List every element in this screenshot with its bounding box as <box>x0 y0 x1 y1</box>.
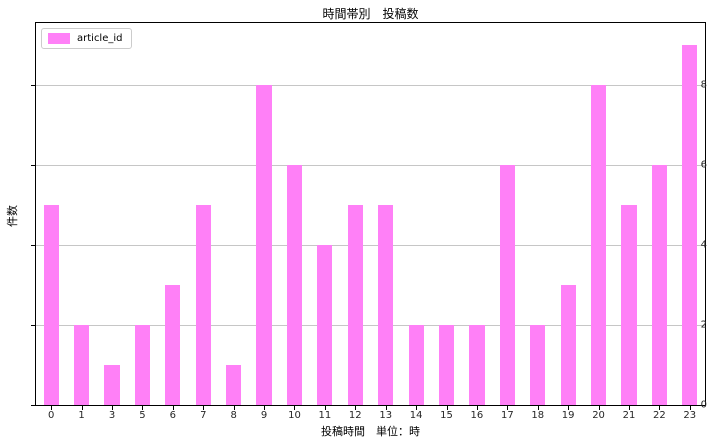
bar <box>530 324 546 405</box>
y-axis-label: 件数 <box>6 205 19 227</box>
x-tick-mark <box>142 406 144 410</box>
x-tick-mark <box>628 406 630 410</box>
x-tick-label: 0 <box>48 410 55 421</box>
bar <box>682 44 698 405</box>
x-tick-mark <box>203 406 205 410</box>
x-tick-mark <box>476 406 478 410</box>
y-tick-label: 6 <box>700 159 707 171</box>
x-tick-mark <box>233 406 235 410</box>
y-tick-label: 4 <box>700 239 707 251</box>
x-tick-label: 22 <box>653 410 666 421</box>
legend: article_id <box>41 28 132 49</box>
x-tick-label: 17 <box>500 410 514 421</box>
x-tick-mark <box>507 406 509 410</box>
x-tick-mark <box>568 406 570 410</box>
bar <box>195 204 211 405</box>
x-tick-mark <box>689 406 691 410</box>
x-tick-mark <box>112 406 114 410</box>
chart-title: 時間帯別 投稿数 <box>322 7 419 21</box>
gridline <box>36 244 705 246</box>
x-tick-label: 3 <box>108 410 116 421</box>
bar <box>438 324 455 405</box>
x-tick-mark <box>81 406 83 410</box>
bar <box>165 284 181 405</box>
bar <box>590 84 607 405</box>
x-tick-label: 11 <box>318 410 332 421</box>
x-tick-mark <box>355 406 357 410</box>
x-tick-label: 5 <box>139 410 146 421</box>
bar <box>43 204 59 405</box>
y-tick-mark <box>31 405 35 406</box>
y-tick-mark <box>31 84 35 86</box>
bar <box>621 204 637 405</box>
bar <box>347 204 363 405</box>
x-tick-label: 20 <box>592 410 605 421</box>
x-tick-mark <box>324 406 326 410</box>
x-tick-label: 15 <box>440 410 453 421</box>
gridline <box>36 164 705 166</box>
x-axis-label: 投稿時間 単位：時 <box>321 425 420 438</box>
bar <box>134 324 151 405</box>
x-tick-mark <box>659 406 661 410</box>
x-tick-label: 12 <box>348 410 362 421</box>
y-tick-mark <box>31 244 35 246</box>
x-tick-label: 8 <box>230 410 237 421</box>
y-tick-label: 2 <box>700 319 707 331</box>
x-tick-mark <box>264 406 266 410</box>
gridline <box>36 324 705 326</box>
x-tick-label: 1 <box>78 410 85 421</box>
x-tick-label: 13 <box>379 410 393 421</box>
bar <box>226 364 242 405</box>
x-tick-mark <box>446 406 448 410</box>
bar <box>74 324 90 405</box>
bar <box>408 324 424 405</box>
x-tick-mark <box>172 406 174 410</box>
bar <box>317 244 333 405</box>
y-tick-mark <box>31 164 35 166</box>
x-tick-label: 6 <box>169 410 177 421</box>
x-tick-label: 16 <box>470 410 484 421</box>
x-tick-label: 7 <box>200 410 207 421</box>
legend-label: article_id <box>77 33 123 44</box>
legend-swatch <box>48 33 70 44</box>
y-tick-label: 0 <box>700 399 707 411</box>
plot-area: article_id <box>35 22 706 406</box>
x-tick-mark <box>294 406 296 410</box>
x-tick-label: 19 <box>561 410 575 421</box>
bar <box>256 84 272 405</box>
x-tick-label: 23 <box>683 410 697 421</box>
bar <box>560 284 576 405</box>
x-tick-label: 18 <box>531 410 545 421</box>
bar <box>499 164 515 405</box>
y-tick-label: 8 <box>700 79 707 91</box>
x-tick-label: 14 <box>409 410 423 421</box>
x-tick-label: 10 <box>288 410 301 421</box>
x-tick-mark <box>598 406 600 410</box>
x-tick-mark <box>385 406 387 410</box>
bar <box>104 364 120 405</box>
x-tick-label: 9 <box>260 410 268 421</box>
x-tick-mark <box>416 406 418 410</box>
bar <box>651 164 667 405</box>
bar <box>286 164 303 405</box>
bar <box>378 204 394 405</box>
x-tick-mark <box>51 406 53 410</box>
bar <box>469 324 485 405</box>
x-tick-mark <box>537 406 539 410</box>
gridline <box>36 84 705 86</box>
x-tick-label: 21 <box>622 410 636 421</box>
y-tick-mark <box>31 324 35 326</box>
